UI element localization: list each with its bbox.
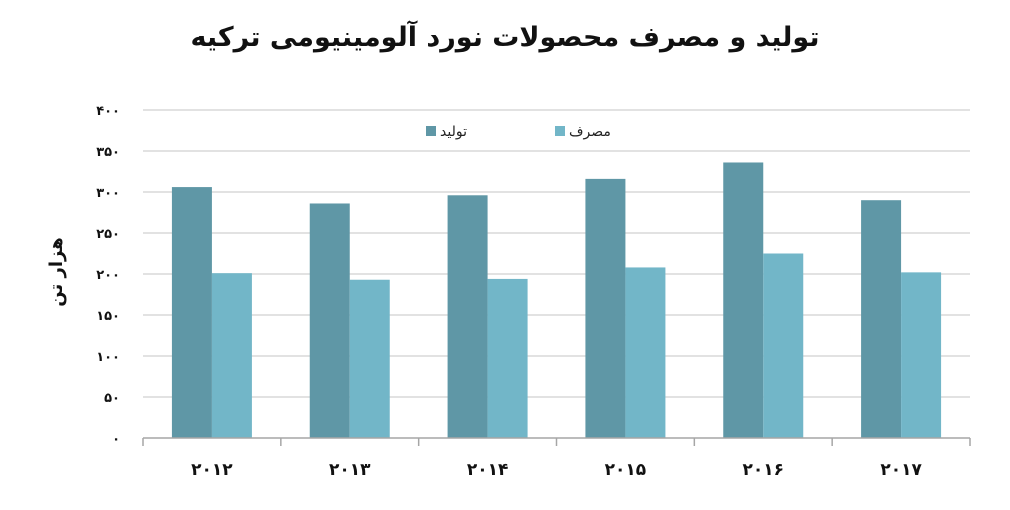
legend-swatch-0	[426, 126, 436, 136]
legend-swatch-1	[555, 126, 565, 136]
chart-title: تولید و مصرف محصولات نورد آلومینیومی ترک…	[190, 22, 820, 53]
bar-consumption-0	[211, 273, 252, 438]
bar-consumption-4	[763, 253, 804, 438]
x-tick-label-1: ۲۰۱۳	[329, 460, 371, 480]
y-tick-label-400: ۴۰۰	[96, 104, 120, 119]
legend: تولید مصرف	[426, 124, 611, 140]
bar-production-4	[723, 162, 764, 439]
y-tick-label-350: ۳۵۰	[96, 145, 120, 160]
gridlines	[143, 109, 970, 398]
y-axis-label: هزار تن	[46, 237, 67, 306]
y-tick-label-50: ۵۰	[104, 391, 120, 406]
y-tick-label-300: ۳۰۰	[96, 186, 120, 201]
x-tick-label-2: ۲۰۱۴	[467, 460, 509, 480]
bar-consumption-3	[625, 267, 666, 438]
bar-consumption-5	[901, 272, 942, 438]
bar-consumption-1	[349, 279, 390, 438]
legend-label-1: مصرف	[569, 124, 611, 140]
bar-production-5	[861, 200, 902, 438]
x-tick-label-3: ۲۰۱۵	[605, 460, 647, 480]
x-tick-label-0: ۲۰۱۲	[191, 460, 233, 480]
legend-label-0: تولید	[440, 124, 467, 140]
y-tick-label-150: ۱۵۰	[96, 309, 120, 324]
bar-consumption-2	[487, 278, 528, 438]
bar-production-0	[171, 187, 212, 438]
bars	[171, 162, 942, 439]
bar-production-3	[585, 178, 626, 438]
x-tick-label-5: ۲۰۱۷	[880, 460, 922, 480]
x-tick-label-4: ۲۰۱۶	[742, 460, 784, 480]
bar-production-2	[447, 195, 488, 438]
y-tick-label-0: ۰	[112, 432, 120, 447]
y-tick-label-250: ۲۵۰	[96, 227, 120, 242]
axes: ۰ ۵۰ ۱۰۰ ۱۵۰ ۲۰۰ ۲۵۰ ۳۰۰ ۳۵۰ ۴۰۰ ۲۰۱۲ ۲۰۱۳ ۲۰۱۴ ۲۰۱۵…	[96, 104, 971, 480]
y-tick-label-100: ۱۰۰	[96, 350, 120, 365]
y-tick-label-200: ۲۰۰	[96, 268, 120, 283]
bar-production-1	[309, 203, 350, 438]
